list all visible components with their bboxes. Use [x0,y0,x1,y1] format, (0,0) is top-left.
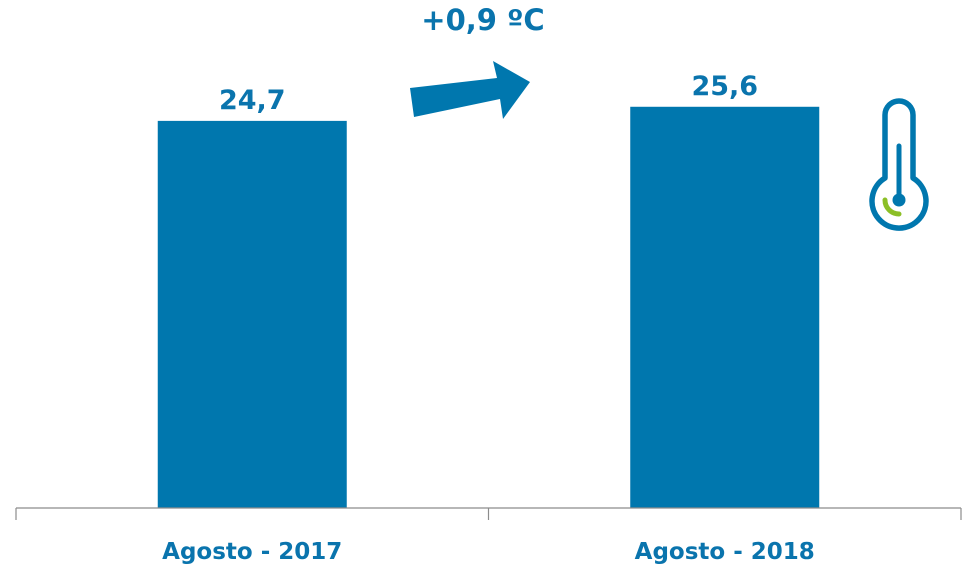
data-label-1: 24,7 [219,85,286,116]
category-label-2: Agosto - 2018 [635,539,815,565]
data-label-2: 25,6 [691,71,758,102]
category-label-1: Agosto - 2017 [162,539,342,565]
trend-arrow-icon [410,61,530,119]
bar-2 [630,106,820,508]
thermometer-icon [869,98,929,231]
delta-annotation: +0,9 ºC [421,3,544,37]
bar-1 [157,120,347,508]
